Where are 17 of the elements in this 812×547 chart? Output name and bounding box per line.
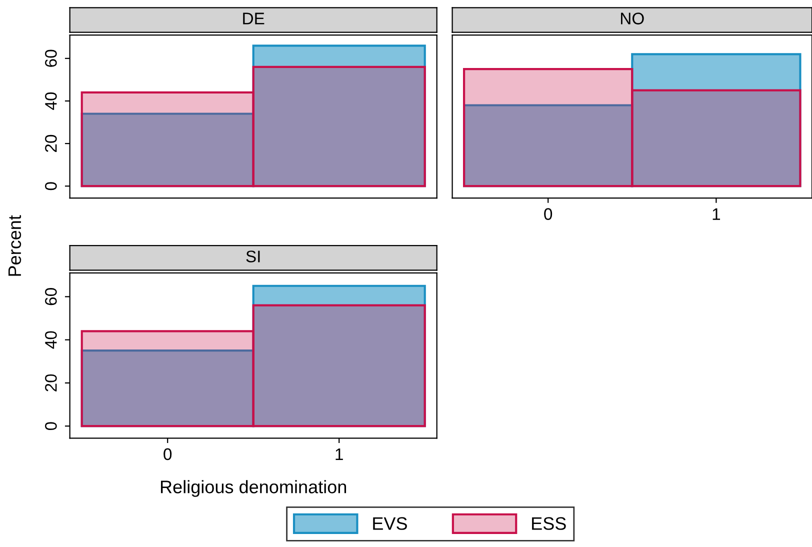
y-tick-label: 20 [45, 374, 57, 392]
chart-title: SI [246, 250, 260, 262]
y-tick-label: 0 [45, 422, 57, 430]
chart-title: DE [243, 12, 264, 24]
y-tick-label: 40 [45, 331, 57, 349]
y-tick-label: 60 [45, 50, 57, 67]
x-tick-label: 1 [336, 448, 343, 460]
chart-title: NO [621, 12, 644, 24]
y-tick-label: 40 [45, 92, 57, 110]
y-tick-label: 0 [45, 182, 57, 190]
legend-label: ESS [532, 517, 566, 530]
y-tick-label: 60 [45, 288, 57, 306]
y-tick-label: 20 [45, 134, 57, 152]
y-axis-title: Percent [8, 215, 22, 276]
x-axis-title: Religious denomination [160, 480, 346, 497]
legend-label: EVS [373, 517, 407, 530]
x-tick-label: 1 [712, 208, 720, 220]
